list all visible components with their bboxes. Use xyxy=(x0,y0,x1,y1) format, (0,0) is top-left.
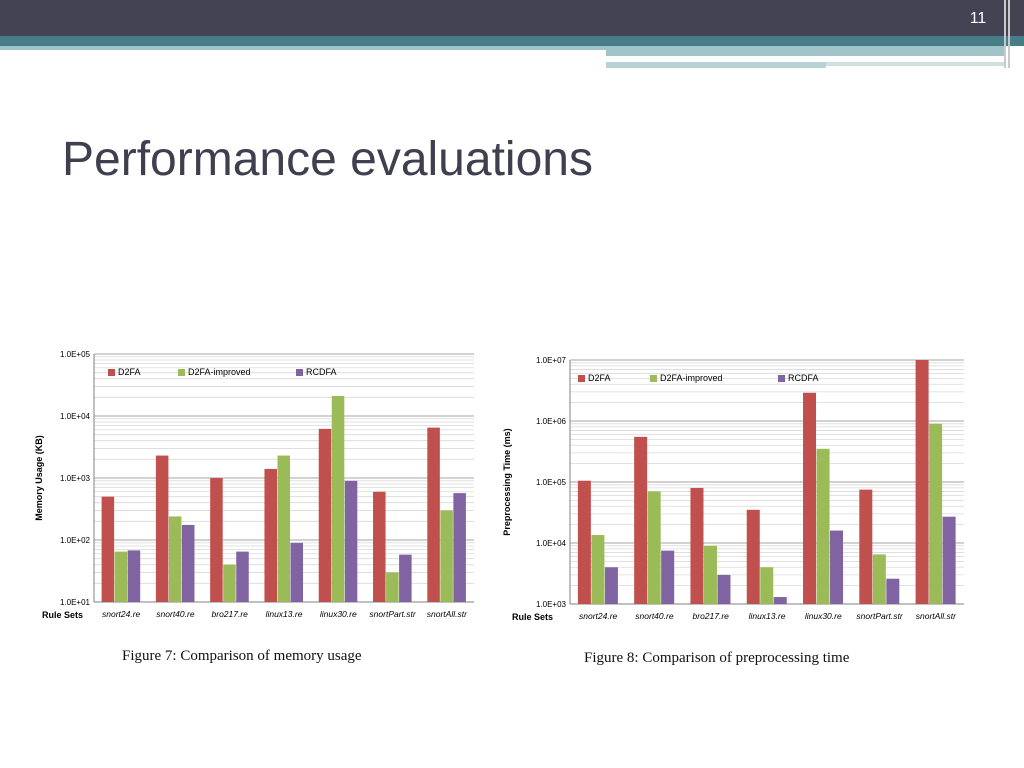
bar-d2fa-snort40-re xyxy=(155,455,169,602)
bar-d2fa-snortPart-str xyxy=(373,491,386,602)
slide-accent-gap xyxy=(606,56,948,59)
bar-d2fa-linux30-re xyxy=(803,392,817,604)
bar-rcdfa-linux30-re xyxy=(830,530,844,604)
bar-rcdfa-snortPart-str xyxy=(399,554,412,602)
bar-d2fa-improved-linux30-re xyxy=(816,448,830,604)
y-axis-label: Memory Usage (KB) xyxy=(34,435,44,521)
x-tick-label: snort40.re xyxy=(635,611,674,621)
bar-rcdfa-bro217-re xyxy=(717,574,731,604)
y-tick-label: 1.0E+02 xyxy=(60,536,91,545)
y-tick-label: 1.0E+04 xyxy=(60,412,91,421)
legend-label-rcdfa: RCDFA xyxy=(788,373,819,383)
slide-corner-line xyxy=(1004,0,1006,68)
slide-accent-stripe-thin xyxy=(606,62,826,68)
bar-d2fa-improved-snortAll-str xyxy=(929,423,943,604)
y-tick-label: 1.0E+01 xyxy=(60,598,91,607)
bar-d2fa-improved-snort40-re xyxy=(168,516,182,602)
slide-title: Performance evaluations xyxy=(62,133,593,186)
y-tick-label: 1.0E+03 xyxy=(60,474,91,483)
bar-rcdfa-linux30-re xyxy=(344,480,358,602)
legend-swatch-d2fa-improved xyxy=(178,369,185,376)
bar-d2fa-snortPart-str xyxy=(859,489,873,604)
bar-d2fa-improved-snortPart-str xyxy=(386,572,399,602)
legend-swatch-rcdfa xyxy=(296,369,303,376)
x-tick-label: snortAll.str xyxy=(916,611,957,621)
bar-rcdfa-snort24-re xyxy=(604,567,618,604)
x-tick-label: bro217.re xyxy=(212,609,249,619)
bar-d2fa-bro217-re xyxy=(210,478,223,602)
slide-top-bar xyxy=(0,0,1024,36)
bar-d2fa-improved-snortAll-str xyxy=(440,510,453,602)
legend-swatch-d2fa xyxy=(108,369,115,376)
bar-d2fa-linux13-re xyxy=(746,509,760,604)
x-tick-label: linux13.re xyxy=(749,611,786,621)
x-tick-label: linux30.re xyxy=(805,611,842,621)
y-tick-label: 1.0E+06 xyxy=(536,417,567,426)
figure-caption-memory: Figure 7: Comparison of memory usage xyxy=(122,648,362,664)
page-number: 11 xyxy=(969,10,987,27)
bar-rcdfa-snort40-re xyxy=(181,524,195,602)
x-tick-label: snort24.re xyxy=(102,609,141,619)
y-axis-label: Preprocessing Time (ms) xyxy=(502,428,512,535)
bar-d2fa-snort24-re xyxy=(577,480,591,604)
x-tick-label: snortAll.str xyxy=(427,609,468,619)
x-axis-label: Rule Sets xyxy=(512,612,553,622)
slide-corner-line xyxy=(1008,0,1010,68)
bar-d2fa-improved-snort24-re xyxy=(591,535,605,604)
figure-caption-preprocessing: Figure 8: Comparison of preprocessing ti… xyxy=(584,650,850,666)
y-tick-label: 1.0E+07 xyxy=(536,356,567,365)
bar-d2fa-improved-linux13-re xyxy=(277,455,291,602)
bar-d2fa-improved-bro217-re xyxy=(223,564,236,602)
legend-swatch-d2fa-improved xyxy=(650,375,657,382)
x-tick-label: bro217.re xyxy=(693,611,730,621)
legend-label-d2fa-improved: D2FA-improved xyxy=(660,373,723,383)
y-tick-label: 1.0E+05 xyxy=(60,350,91,359)
bar-rcdfa-bro217-re xyxy=(236,551,249,602)
y-tick-label: 1.0E+03 xyxy=(536,600,567,609)
bar-rcdfa-snortAll-str xyxy=(942,516,956,604)
y-tick-label: 1.0E+04 xyxy=(536,539,567,548)
x-axis-label: Rule Sets xyxy=(42,610,83,620)
bar-d2fa-improved-snort24-re xyxy=(114,551,128,602)
x-tick-label: snortPart.str xyxy=(856,611,903,621)
slide-accent-band xyxy=(0,36,1024,46)
legend-swatch-rcdfa xyxy=(778,375,785,382)
bar-d2fa-linux13-re xyxy=(264,468,277,602)
x-tick-label: snort40.re xyxy=(156,609,195,619)
slide-accent-stripe-left xyxy=(0,46,606,50)
bar-d2fa-improved-snortPart-str xyxy=(872,554,886,604)
bar-d2fa-snort40-re xyxy=(634,436,648,604)
x-tick-label: snort24.re xyxy=(579,611,618,621)
bar-d2fa-improved-bro217-re xyxy=(703,545,717,604)
x-tick-label: snortPart.str xyxy=(369,609,416,619)
bar-d2fa-improved-linux30-re xyxy=(331,396,345,602)
legend-label-rcdfa: RCDFA xyxy=(306,367,337,377)
legend-label-d2fa: D2FA xyxy=(118,367,141,377)
y-tick-label: 1.0E+05 xyxy=(536,478,567,487)
legend-label-d2fa-improved: D2FA-improved xyxy=(188,367,251,377)
bar-d2fa-improved-snort40-re xyxy=(647,491,661,604)
memory-usage-chart: 1.0E+01 1.0E+02 1.0E+03 1.0E+04 1.0E+05 snort… xyxy=(34,350,474,620)
slide-accent-stripe-right xyxy=(606,46,1004,56)
bar-rcdfa-linux13-re xyxy=(773,597,787,604)
bar-d2fa-improved-linux13-re xyxy=(760,567,774,604)
bar-d2fa-snort24-re xyxy=(101,496,115,602)
x-tick-label: linux30.re xyxy=(320,609,357,619)
bar-d2fa-snortAll-str xyxy=(915,360,929,604)
x-tick-label: linux13.re xyxy=(266,609,303,619)
legend-label-d2fa: D2FA xyxy=(588,373,611,383)
slide-accent-stripe-faint xyxy=(826,62,1004,66)
bar-rcdfa-snort40-re xyxy=(661,550,675,604)
bar-d2fa-snortAll-str xyxy=(427,427,440,602)
bar-rcdfa-snortAll-str xyxy=(453,493,466,602)
bar-rcdfa-snort24-re xyxy=(127,550,141,602)
bar-rcdfa-snortPart-str xyxy=(886,578,900,604)
preprocessing-time-chart: 1.0E+03 1.0E+04 1.0E+05 1.0E+06 1.0E+07 snort… xyxy=(502,356,964,622)
bar-rcdfa-linux13-re xyxy=(290,542,304,602)
bar-d2fa-linux30-re xyxy=(318,428,332,602)
legend-swatch-d2fa xyxy=(578,375,585,382)
bar-d2fa-bro217-re xyxy=(690,487,704,604)
